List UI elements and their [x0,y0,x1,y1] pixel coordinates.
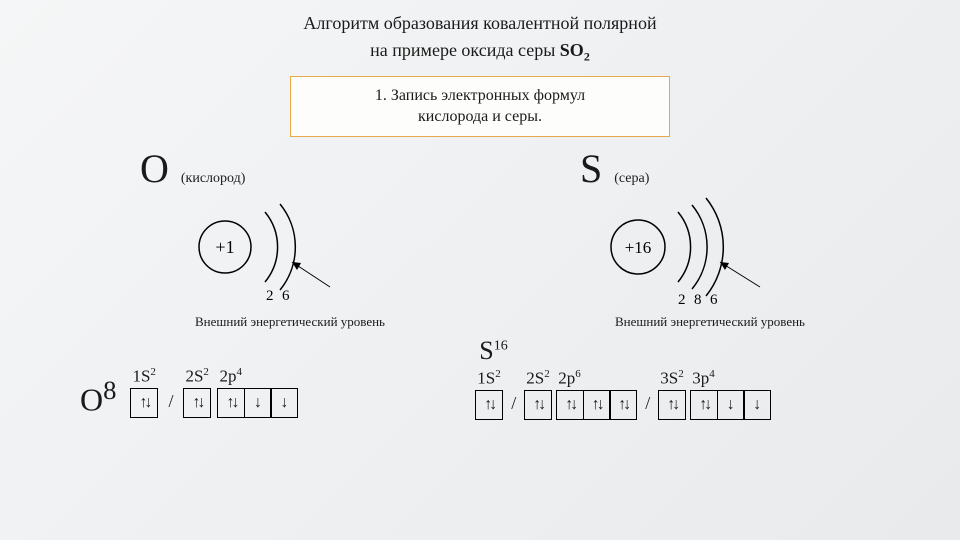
sulfur-label-row: S (сера) [580,145,649,192]
oxygen-shell-diagram: +1 2 6 [180,192,400,312]
orbital-label: 2S2 [524,368,549,389]
oxygen-shell-0: 2 [266,288,274,304]
orbital-group: 2S2 [183,366,211,419]
orbital-box [717,390,745,420]
orbital-box [475,390,503,420]
orbital-box [743,390,771,420]
orbital-boxes [658,390,686,420]
configs-row: O8 1S2 / 2S2 2p4 S16 1S2 / 2S2 2p6 / 3S2 3p4 [0,330,960,421]
sulfur-groups: 1S2 / 2S2 2p6 / 3S2 3p4 [475,368,771,421]
sulfur-shell-1: 8 [694,292,702,308]
sulfur-config: S16 1S2 / 2S2 2p6 / 3S2 3p4 [475,336,910,421]
orbital-label: 2p4 [217,366,242,387]
orbital-box [270,388,298,418]
title-block: Алгоритм образования ковалентной полярно… [0,0,960,66]
oxygen-outer-label: Внешний энергетический уровень [195,314,385,330]
oxygen-iso: O8 [80,375,116,419]
title-line-2: на примере оксида серы SO2 [0,37,960,66]
orbital-label: 1S2 [130,366,155,387]
orbital-boxes [556,390,637,420]
atoms-row: O (кислород) +1 2 6 Внешний энергетическ… [0,137,960,330]
oxygen-conf-line: O8 1S2 / 2S2 2p4 [80,366,475,419]
atom-sulfur: S (сера) +16 2 8 6 Внешний энергетически… [530,145,890,330]
oxygen-config: O8 1S2 / 2S2 2p4 [80,336,475,421]
oxygen-symbol: O [140,145,169,192]
sulfur-shell-2: 6 [710,292,718,308]
orbital-label: 1S2 [475,368,500,389]
orbital-box [658,390,686,420]
orbital-boxes [690,390,771,420]
orbital-box [183,388,211,418]
orbital-group: 1S2 [475,368,503,421]
sulfur-symbol: S [580,145,602,192]
sulfur-conf-line: 1S2 / 2S2 2p6 / 3S2 3p4 [475,368,910,421]
orbital-group: 2p6 [556,368,637,421]
orbital-group: 2S2 [524,368,552,421]
step-box: 1. Запись электронных формул кислорода и… [290,76,670,137]
oxygen-nucleus: +1 [215,237,234,257]
orbital-label: 3p4 [690,368,715,389]
orbital-box [583,390,611,420]
oxygen-name: (кислород) [181,171,246,187]
orbital-label: 2S2 [183,366,208,387]
orbital-group: 1S2 [130,366,158,419]
title-formula: SO [560,40,584,60]
sulfur-shell-0: 2 [678,292,686,308]
orbital-boxes [130,388,158,418]
oxygen-shell-1: 6 [282,288,290,304]
orbital-box [217,388,245,418]
orbital-box [524,390,552,420]
title-formula-sub: 2 [584,50,590,64]
oxygen-label-row: O (кислород) [140,145,245,192]
title-line-1: Алгоритм образования ковалентной полярно… [0,10,960,37]
step-line-2: кислорода и серы. [303,106,657,128]
orbital-boxes [217,388,298,418]
sulfur-shell-diagram: +16 2 8 6 [590,192,830,312]
orbital-group: 3S2 [658,368,686,421]
separator: / [645,393,650,414]
title-line-2-pre: на примере оксида серы [370,40,560,60]
orbital-box [130,388,158,418]
orbital-group: 2p4 [217,366,298,419]
separator: / [168,391,173,412]
orbital-box [690,390,718,420]
atom-oxygen: O (кислород) +1 2 6 Внешний энергетическ… [110,145,470,330]
orbital-box [556,390,584,420]
orbital-group: 3p4 [690,368,771,421]
sulfur-nucleus: +16 [625,238,652,257]
orbital-boxes [183,388,211,418]
sulfur-name: (сера) [614,171,649,187]
step-line-1: 1. Запись электронных формул [303,85,657,107]
orbital-box [609,390,637,420]
orbital-box [244,388,272,418]
separator: / [511,393,516,414]
oxygen-groups: 1S2 / 2S2 2p4 [130,366,298,419]
orbital-label: 2p6 [556,368,581,389]
orbital-boxes [524,390,552,420]
orbital-label: 3S2 [658,368,683,389]
sulfur-outer-label: Внешний энергетический уровень [615,314,805,330]
sulfur-iso: S16 [479,336,910,366]
orbital-boxes [475,390,503,420]
